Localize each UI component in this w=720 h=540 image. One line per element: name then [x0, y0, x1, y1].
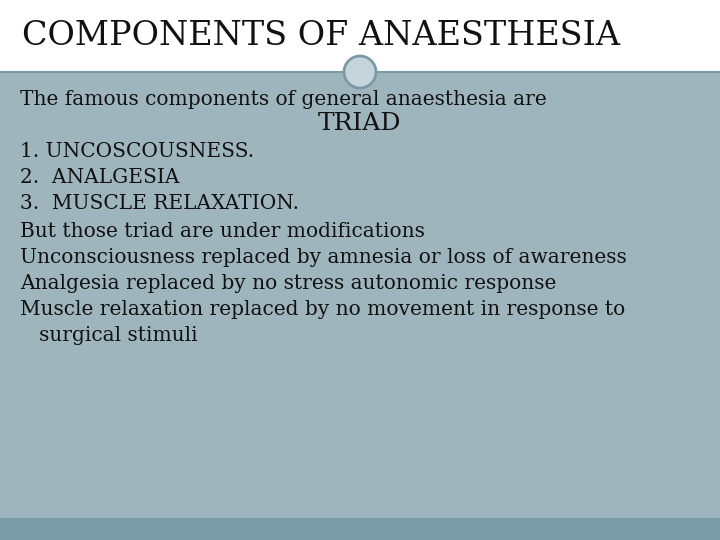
FancyBboxPatch shape: [0, 72, 720, 518]
Ellipse shape: [344, 56, 376, 88]
Text: TRIAD: TRIAD: [318, 112, 402, 135]
Text: But those triad are under modifications: But those triad are under modifications: [20, 222, 425, 241]
Text: 2.  ANALGESIA: 2. ANALGESIA: [20, 168, 179, 187]
Text: Unconsciousness replaced by amnesia or loss of awareness: Unconsciousness replaced by amnesia or l…: [20, 248, 626, 267]
Text: The famous components of general anaesthesia are: The famous components of general anaesth…: [20, 90, 546, 109]
Text: 3.  MUSCLE RELAXATION.: 3. MUSCLE RELAXATION.: [20, 194, 299, 213]
Text: COMPONENTS OF ANAESTHESIA: COMPONENTS OF ANAESTHESIA: [22, 20, 620, 52]
Text: surgical stimuli: surgical stimuli: [20, 326, 197, 345]
FancyBboxPatch shape: [0, 518, 720, 540]
Text: Muscle relaxation replaced by no movement in response to: Muscle relaxation replaced by no movemen…: [20, 300, 625, 319]
Text: Analgesia replaced by no stress autonomic response: Analgesia replaced by no stress autonomi…: [20, 274, 557, 293]
FancyBboxPatch shape: [0, 0, 720, 72]
Text: 1. UNCOSCOUSNESS.: 1. UNCOSCOUSNESS.: [20, 142, 254, 161]
